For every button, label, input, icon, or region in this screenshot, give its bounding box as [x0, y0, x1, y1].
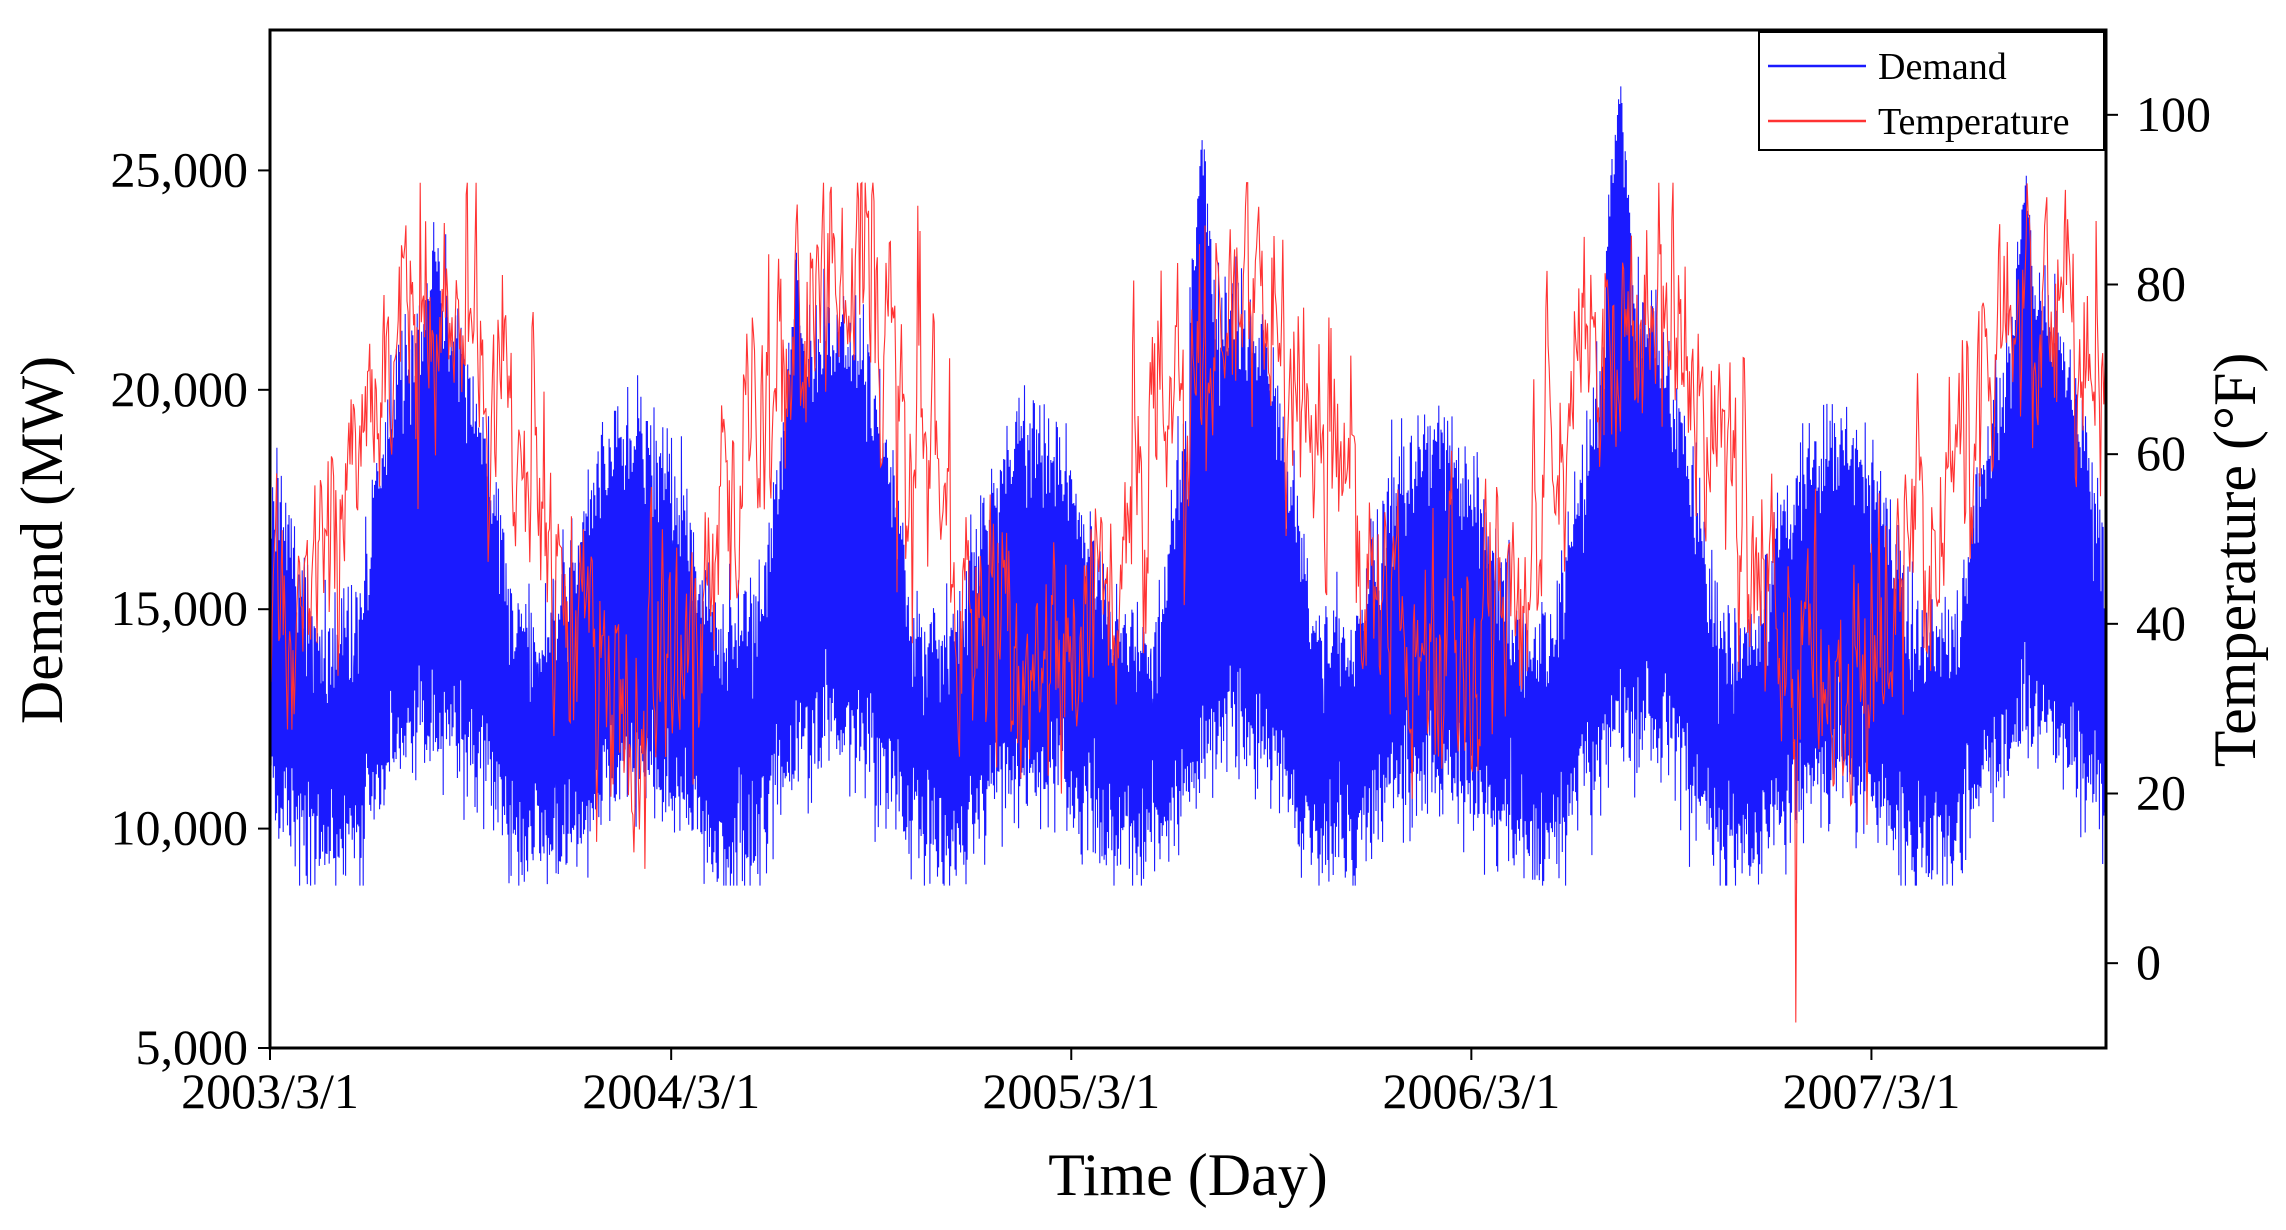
- temperature-series-line: [270, 181, 2106, 1023]
- y-tick-label: 15,000: [111, 580, 249, 636]
- y-axis-title: Demand (MW): [9, 356, 75, 724]
- y-tick-label: 25,000: [111, 141, 249, 197]
- legend: Demand Temperature: [1758, 31, 2105, 151]
- x-axis: 2003/3/1 2004/3/1 2005/3/1 2006/3/1 2007/3/1: [181, 1048, 1960, 1119]
- y2-tick-label: 100: [2136, 86, 2211, 142]
- y-axis-left: 5,000 10,000 15,000 20,000 25,000: [111, 141, 270, 1075]
- x-tick-label: 2004/3/1: [582, 1063, 760, 1119]
- y2-tick-label: 80: [2136, 256, 2186, 312]
- y-tick-label: 5,000: [136, 1019, 249, 1075]
- x-axis-title: Time (Day): [1048, 1142, 1327, 1208]
- legend-temperature-label: Temperature: [1878, 101, 2069, 143]
- y-tick-label: 10,000: [111, 800, 249, 856]
- y-axis-right: 0 20 40 60 80 100: [2106, 86, 2211, 990]
- plot-area: [270, 86, 2106, 1023]
- y2-tick-label: 60: [2136, 425, 2186, 481]
- plot-frame: [268, 28, 2108, 1050]
- x-tick-label: 2007/3/1: [1783, 1063, 1961, 1119]
- y2-axis-title: Temperature (°F): [2202, 353, 2268, 768]
- legend-box: [1758, 31, 2105, 151]
- y2-tick-label: 40: [2136, 595, 2186, 651]
- y-tick-label: 20,000: [111, 361, 249, 417]
- x-tick-label: 2006/3/1: [1382, 1063, 1560, 1119]
- legend-demand-label: Demand: [1878, 46, 2007, 88]
- x-tick-label: 2003/3/1: [181, 1063, 359, 1119]
- y2-tick-label: 0: [2136, 934, 2161, 990]
- y2-tick-label: 20: [2136, 765, 2186, 821]
- x-tick-label: 2005/3/1: [982, 1063, 1160, 1119]
